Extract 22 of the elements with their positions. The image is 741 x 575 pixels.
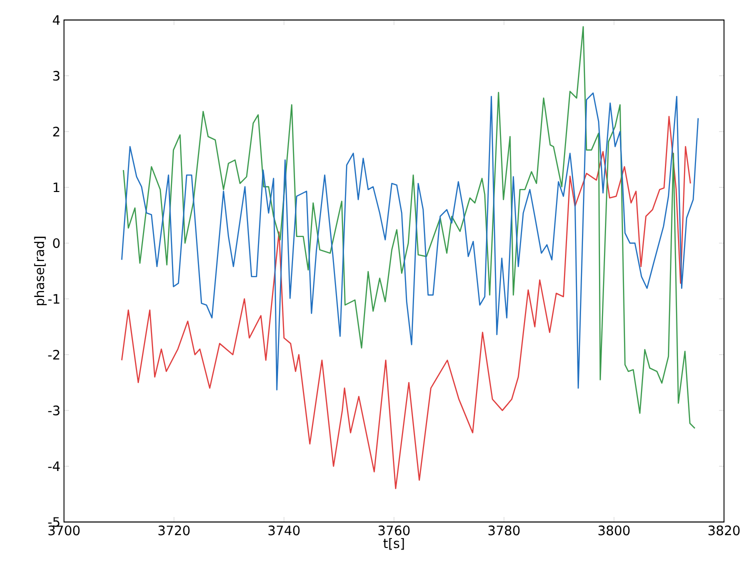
y-tick-label: 0 (53, 238, 60, 248)
y-tick-label: -2 (48, 350, 60, 360)
y-tick-label: 3 (53, 70, 60, 81)
y-tick-label: -5 (48, 517, 60, 527)
line-series (121, 92, 699, 390)
x-tick-label: 3740 (268, 526, 300, 536)
line-series (121, 116, 692, 490)
x-tick-label: 3720 (158, 526, 190, 536)
x-tick-label: 3700 (48, 526, 80, 536)
y-axis-title: phase[rad] (34, 236, 47, 306)
x-tick-label: 3820 (708, 526, 740, 536)
x-tick-label: 3800 (598, 526, 630, 536)
x-axis-title: t[s] (383, 538, 404, 550)
x-tick-label: 3760 (378, 526, 410, 536)
y-tick-label: 2 (53, 126, 60, 136)
line-series (122, 26, 696, 429)
y-tick-label: 4 (52, 15, 60, 25)
y-tick-label: -4 (48, 462, 60, 471)
x-tick-label: 3780 (488, 526, 520, 536)
y-tick-label: -3 (48, 406, 60, 416)
y-tick-label: -1 (48, 294, 60, 304)
y-tick-label: 1 (54, 182, 60, 192)
